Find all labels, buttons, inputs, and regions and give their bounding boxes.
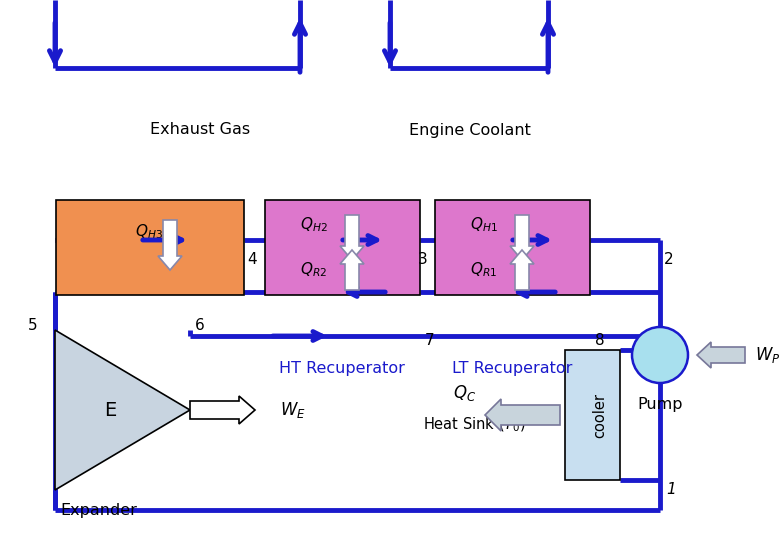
Circle shape — [632, 327, 688, 383]
FancyArrow shape — [485, 399, 560, 431]
Text: cooler: cooler — [593, 393, 608, 437]
Text: $Q_{H2}$: $Q_{H2}$ — [300, 216, 328, 235]
Text: $Q_{H3}$: $Q_{H3}$ — [135, 223, 163, 242]
FancyArrow shape — [158, 220, 182, 270]
Text: Heat Sink ($T_0$): Heat Sink ($T_0$) — [424, 416, 526, 434]
Text: E: E — [104, 400, 116, 420]
FancyArrow shape — [340, 215, 364, 260]
FancyArrow shape — [190, 396, 255, 424]
Text: 7: 7 — [425, 333, 434, 348]
Text: $Q_{R1}$: $Q_{R1}$ — [470, 260, 497, 279]
Text: $W_P$: $W_P$ — [755, 345, 780, 365]
Text: 5: 5 — [28, 317, 37, 332]
FancyArrow shape — [340, 250, 364, 290]
Text: 1: 1 — [666, 483, 675, 498]
Bar — [435, 200, 590, 295]
Bar — [565, 350, 620, 480]
Bar — [265, 200, 420, 295]
Bar — [56, 200, 244, 295]
FancyArrow shape — [510, 250, 534, 290]
Polygon shape — [55, 330, 190, 490]
Text: $W_E$: $W_E$ — [280, 400, 306, 420]
Text: 4: 4 — [247, 252, 257, 267]
Text: Exhaust Gas: Exhaust Gas — [150, 123, 250, 138]
Text: Engine Coolant: Engine Coolant — [409, 123, 531, 138]
Text: Expander: Expander — [60, 502, 136, 518]
FancyArrow shape — [697, 342, 745, 368]
Text: $Q_C$: $Q_C$ — [453, 383, 477, 403]
Text: 2: 2 — [664, 252, 674, 267]
Text: $Q_{R2}$: $Q_{R2}$ — [300, 260, 327, 279]
Text: LT Recuperator: LT Recuperator — [452, 360, 573, 376]
Text: $Q_{H1}$: $Q_{H1}$ — [470, 216, 498, 235]
FancyArrow shape — [510, 215, 534, 260]
Text: Pump: Pump — [637, 398, 682, 413]
Text: 8: 8 — [595, 333, 604, 348]
Text: HT Recuperator: HT Recuperator — [279, 360, 405, 376]
Text: 6: 6 — [195, 317, 204, 332]
Text: 3: 3 — [418, 252, 428, 267]
